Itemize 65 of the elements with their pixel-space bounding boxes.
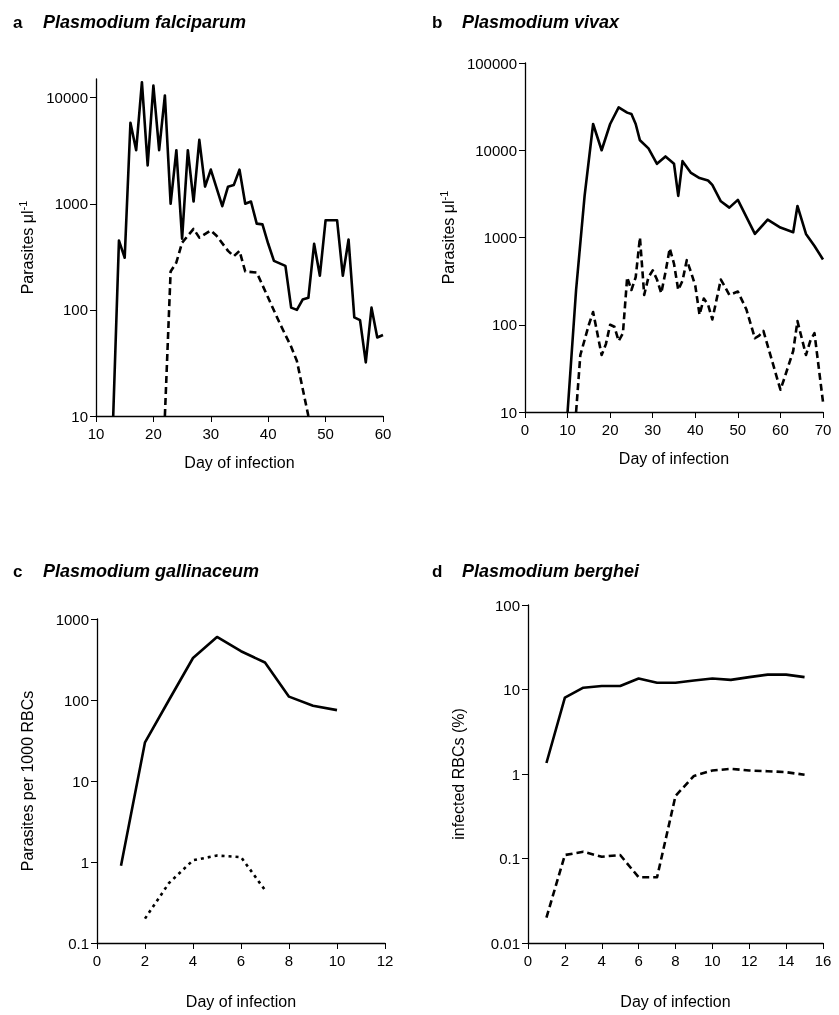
x-tick-label: 60	[772, 421, 789, 438]
y-tick-label: 100	[494, 596, 520, 614]
chart-title: b Plasmodium vivax	[432, 12, 621, 32]
y-tick-label: 10000	[46, 89, 88, 107]
x-tick-label: 2	[560, 952, 570, 969]
x-tick-label: 4	[188, 952, 198, 969]
y-tick-label: 100000	[466, 54, 517, 72]
line-series	[545, 673, 806, 765]
y-axis-title: Parasites μl-1	[438, 190, 457, 285]
y-tick-label: 0.1	[68, 934, 89, 952]
x-tick-label: 6	[236, 952, 246, 969]
chart-title: a Plasmodium falciparum	[13, 12, 247, 32]
y-tick-label: 1	[80, 853, 89, 871]
x-tick-label: 0	[523, 952, 533, 969]
x-tick-label: 6	[634, 952, 643, 969]
y-tick-label: 10000	[475, 141, 517, 159]
x-tick-label: 12	[376, 952, 394, 969]
x-tick-label: 10	[87, 425, 105, 442]
line-series	[119, 635, 339, 868]
y-tick-label: 100	[63, 691, 89, 709]
x-tick-label: 8	[284, 952, 294, 969]
x-tick-label: 10	[704, 952, 721, 969]
y-tick-label: 100	[491, 316, 517, 334]
y-tick-label: 10	[503, 681, 520, 698]
x-tick-label: 30	[202, 425, 220, 442]
y-tick-label: 10	[500, 403, 517, 421]
x-tick-label: 8	[671, 952, 680, 969]
y-tick-label: 1000	[54, 195, 88, 213]
y-axis-title: Parasites per 1000 RBCs	[18, 690, 36, 872]
x-tick-label: 20	[601, 421, 619, 438]
x-axis-title: Day of infection	[620, 992, 731, 1010]
y-tick-label: 10	[72, 772, 89, 790]
x-axis-title: Day of infection	[184, 453, 295, 471]
y-axis-title: Parasites μl-1	[17, 200, 36, 295]
y-tick-label: 1000	[55, 610, 89, 628]
x-tick-label: 10	[328, 952, 346, 969]
x-tick-label: 30	[644, 421, 662, 438]
y-tick-label: 0.1	[499, 850, 520, 867]
y-tick-label: 1000	[483, 229, 517, 246]
x-axis-title: Day of infection	[618, 449, 730, 467]
chart-title: c Plasmodium gallinaceum	[13, 561, 260, 581]
line-series	[143, 854, 267, 920]
x-axis-title: Day of infection	[185, 992, 297, 1010]
y-tick-label: 1	[511, 765, 520, 783]
x-tick-label: 10	[559, 421, 576, 438]
x-tick-label: 40	[686, 421, 704, 438]
x-tick-label: 14	[777, 952, 795, 969]
x-tick-label: 2	[140, 952, 150, 969]
x-tick-label: 70	[814, 421, 832, 438]
y-tick-label: 10	[71, 407, 88, 425]
chart-title: d Plasmodium berghei	[432, 561, 641, 581]
x-tick-label: 40	[259, 425, 277, 442]
x-tick-label: 12	[740, 952, 758, 969]
y-tick-label: 0.01	[490, 934, 520, 952]
x-tick-label: 50	[317, 425, 334, 442]
y-axis-title: infected RBCs (%)	[449, 708, 467, 840]
line-series	[545, 767, 806, 919]
x-tick-label: 50	[729, 421, 747, 438]
x-tick-label: 4	[597, 952, 606, 969]
x-tick-label: 0	[520, 421, 530, 438]
y-tick-label: 100	[62, 301, 88, 319]
x-tick-label: 60	[374, 425, 392, 442]
x-tick-label: 16	[814, 952, 832, 969]
x-tick-label: 20	[145, 425, 162, 442]
x-tick-label: 0	[92, 952, 102, 969]
